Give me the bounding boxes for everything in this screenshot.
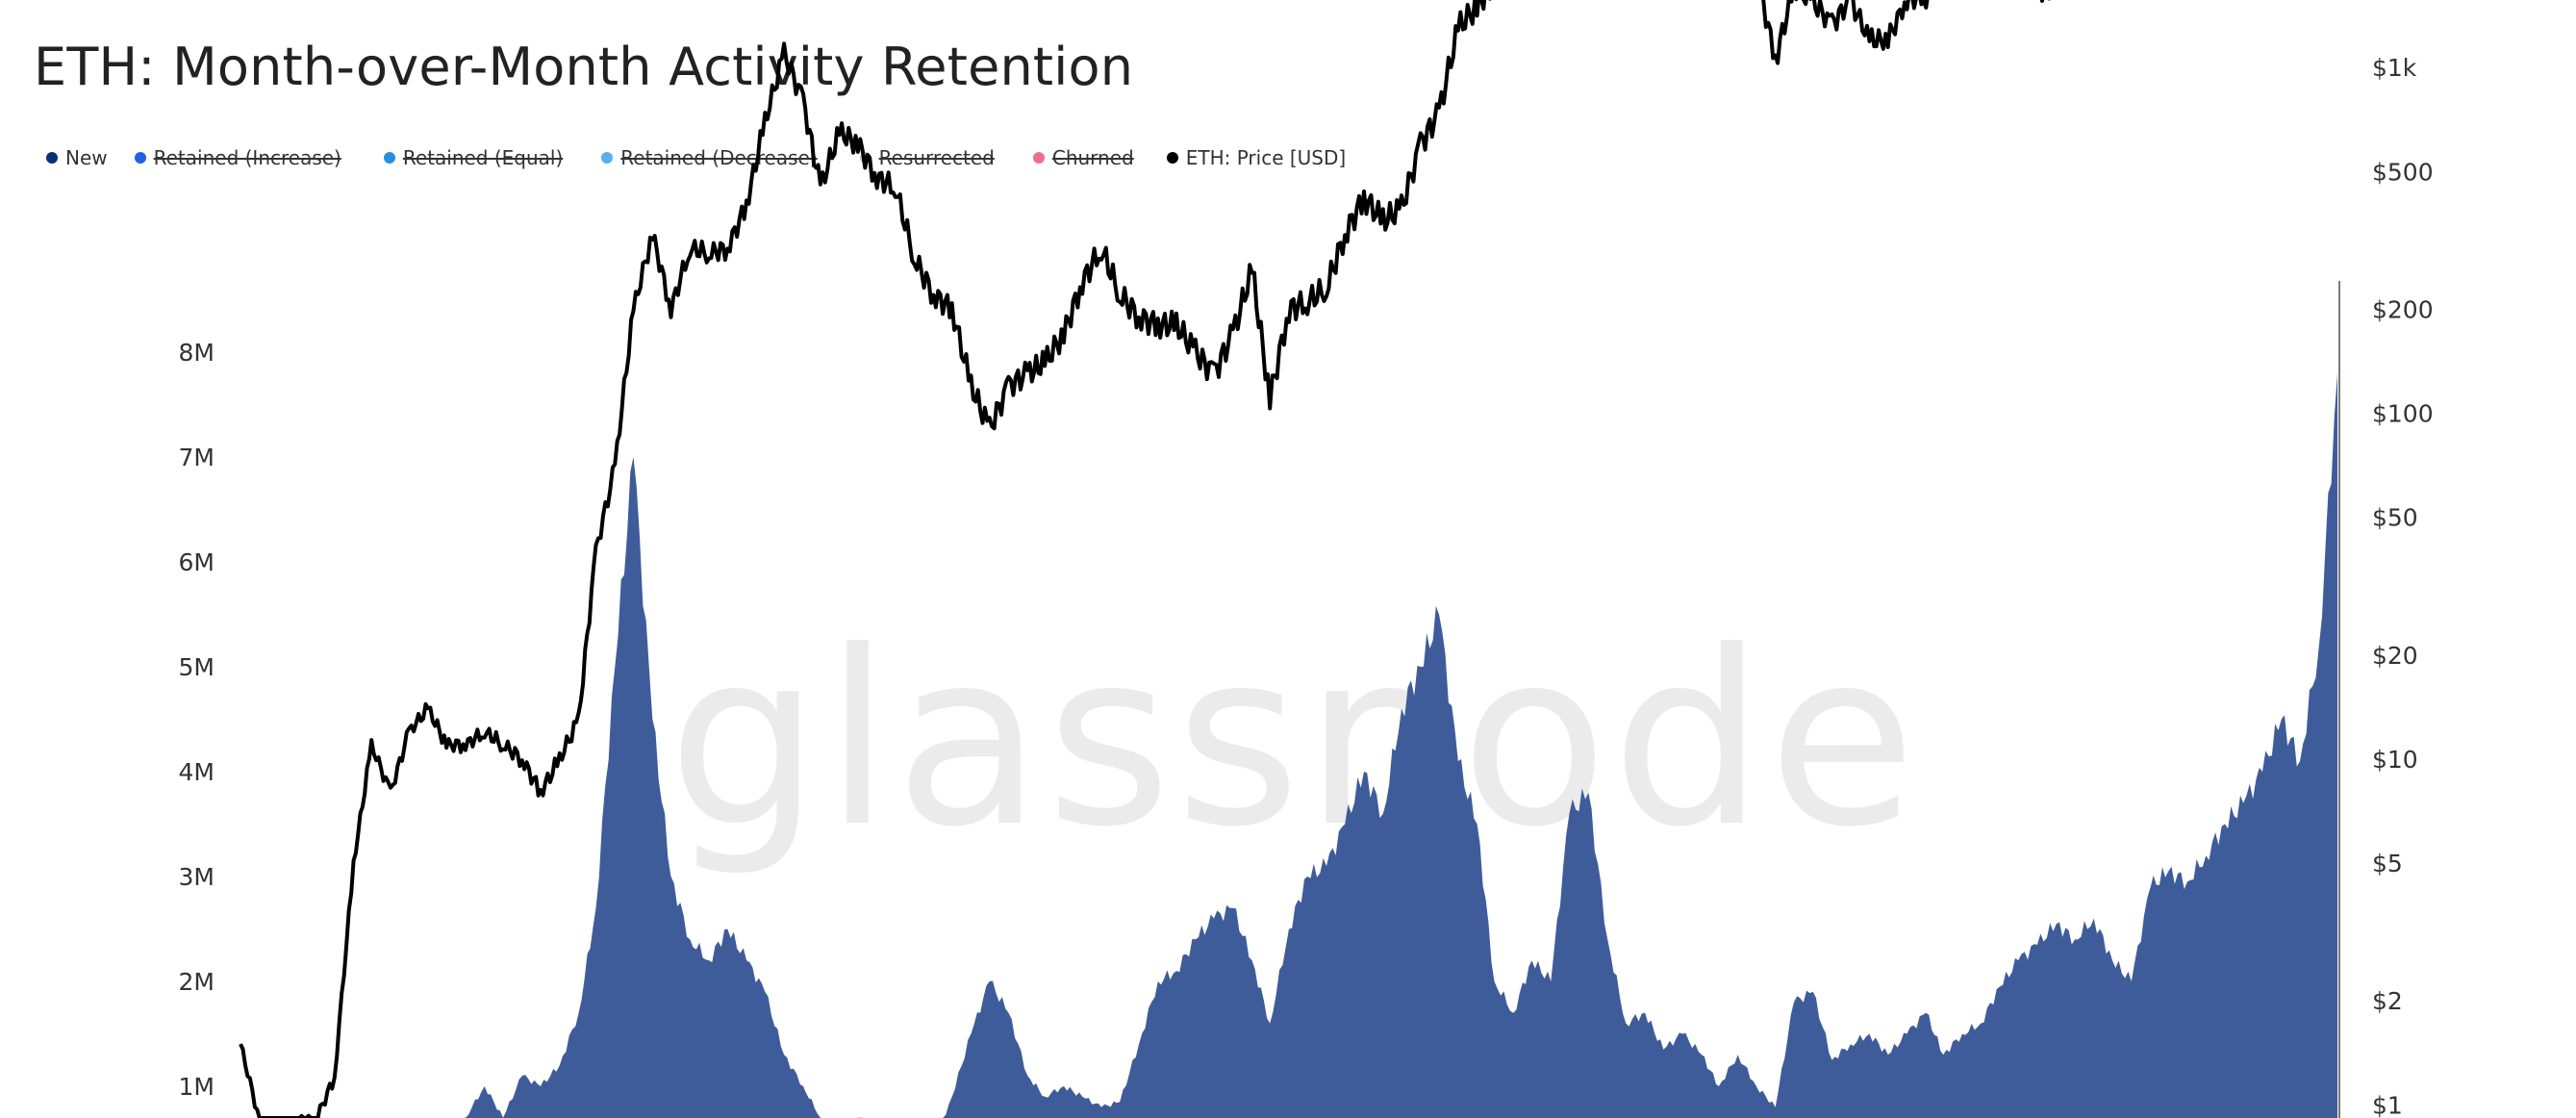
legend-item-retained-equal[interactable]: Retained (Equal)	[383, 146, 564, 169]
legend-dot-retained-decrease	[601, 152, 614, 164]
right-tick-label: $1k	[2372, 54, 2417, 82]
legend-dot-eth-price	[1166, 152, 1178, 164]
right-tick-label: $20	[2372, 642, 2418, 670]
legend-dot-churned	[1032, 152, 1045, 164]
right-tick-label: $10	[2372, 746, 2418, 774]
left-tick-label: 7M	[179, 444, 215, 471]
legend-item-retained-increase[interactable]: Retained (Increase)	[134, 146, 341, 169]
left-tick-label: 6M	[179, 548, 215, 576]
right-tick-label: $5	[2372, 850, 2403, 877]
right-y-axis: $5k$2k$1k$500$200$100$50$20$10$5$2$1	[2338, 54, 2434, 1118]
legend-label-resurrected: Resurrected	[878, 146, 995, 169]
left-tick-label: 3M	[179, 863, 215, 891]
right-tick-label: $200	[2372, 295, 2434, 323]
right-tick-label: $2	[2372, 987, 2403, 1015]
legend-dot-new	[46, 152, 58, 164]
watermark-logo: glassnode	[668, 599, 1920, 879]
left-y-axis: 1M 2M 3M 4M 5M 6M 7M 8M	[179, 339, 215, 1101]
legend-dot-retained-equal	[383, 152, 395, 164]
right-tick-label: $500	[2372, 158, 2434, 186]
legend-label-retained-increase: Retained (Increase)	[153, 146, 341, 169]
legend-label-new: New	[65, 146, 108, 169]
page-title: ETH: Month-over-Month Activity Retention	[34, 37, 1134, 97]
plot-area	[239, 0, 2337, 1118]
right-tick-label: $1	[2372, 1091, 2403, 1118]
legend-item-eth-price[interactable]: ETH: Price [USD]	[1166, 146, 1347, 169]
left-tick-label: 1M	[179, 1073, 215, 1101]
legend-item-new[interactable]: New	[46, 146, 108, 169]
right-tick-label: $50	[2372, 504, 2418, 532]
left-tick-label: 2M	[179, 968, 215, 996]
left-tick-label: 4M	[179, 758, 215, 786]
legend-label-eth-price: ETH: Price [USD]	[1185, 146, 1347, 169]
legend-item-retained-decrease[interactable]: Retained (Decrease)	[601, 146, 818, 169]
legend-label-retained-equal: Retained (Equal)	[402, 146, 564, 169]
right-tick-label: $100	[2372, 400, 2434, 428]
series-eth-price-line	[239, 0, 2051, 1118]
legend-label-churned: Churned	[1051, 146, 1134, 169]
legend-item-churned[interactable]: Churned	[1032, 146, 1134, 169]
legend-dot-retained-increase	[134, 152, 146, 164]
legend-label-retained-decrease: Retained (Decrease)	[620, 146, 818, 169]
left-tick-label: 8M	[179, 339, 215, 367]
left-tick-label: 5M	[179, 653, 215, 681]
series-new-area	[428, 372, 2337, 1118]
